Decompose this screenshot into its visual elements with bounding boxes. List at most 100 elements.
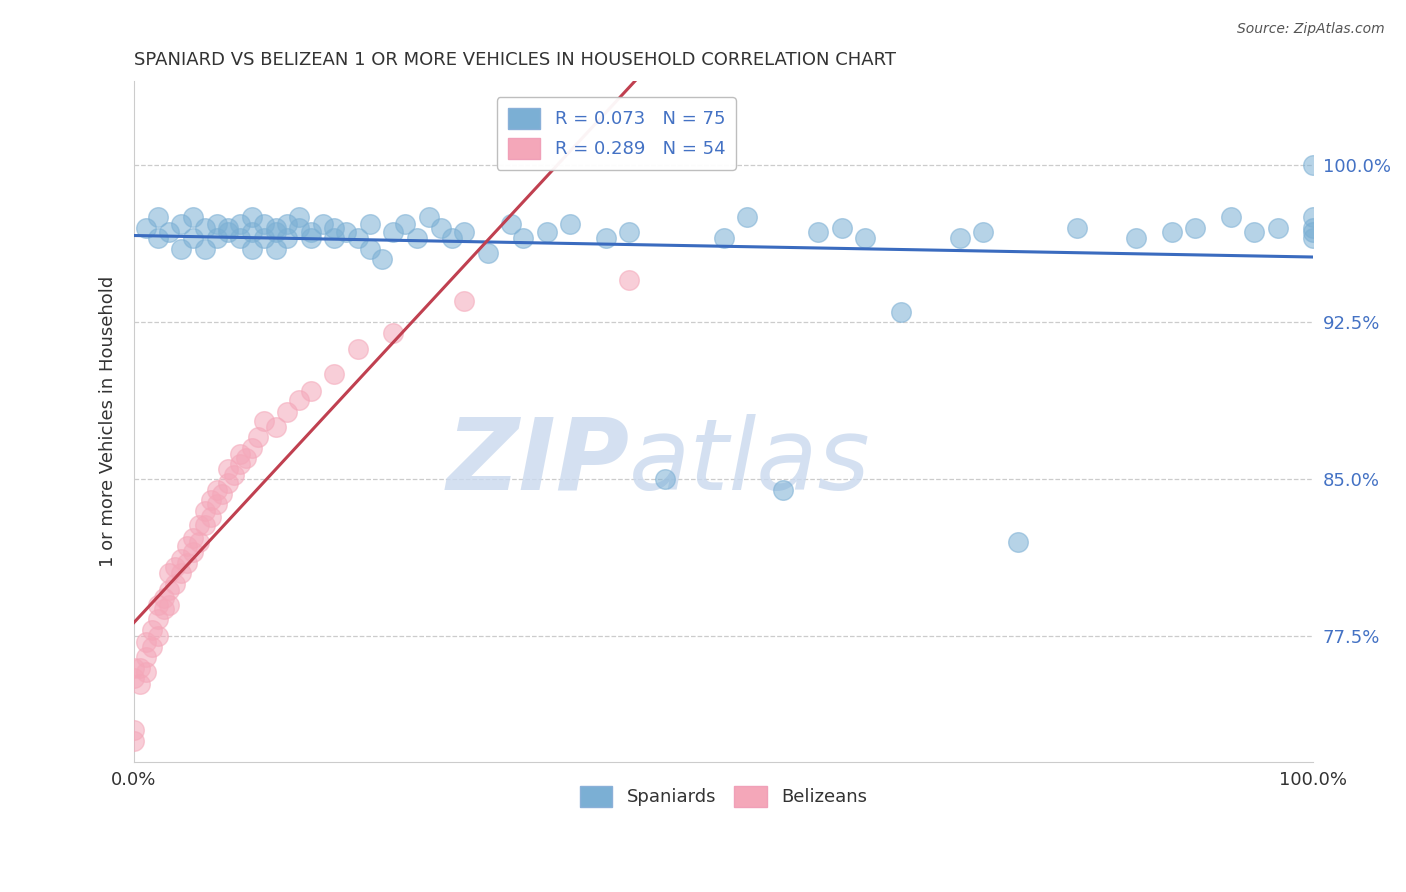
Point bbox=[312, 217, 335, 231]
Point bbox=[1243, 225, 1265, 239]
Point bbox=[1184, 220, 1206, 235]
Point bbox=[619, 225, 641, 239]
Point bbox=[1066, 220, 1088, 235]
Point bbox=[181, 531, 204, 545]
Point bbox=[217, 220, 239, 235]
Point bbox=[205, 231, 228, 245]
Point bbox=[235, 451, 257, 466]
Point bbox=[335, 225, 357, 239]
Point bbox=[122, 660, 145, 674]
Point bbox=[288, 211, 311, 225]
Point bbox=[299, 231, 322, 245]
Point bbox=[240, 242, 263, 256]
Point bbox=[181, 545, 204, 559]
Point bbox=[253, 413, 276, 427]
Point bbox=[595, 231, 617, 245]
Point bbox=[370, 252, 392, 267]
Point bbox=[1007, 535, 1029, 549]
Point bbox=[253, 231, 276, 245]
Y-axis label: 1 or more Vehicles in Household: 1 or more Vehicles in Household bbox=[100, 276, 117, 567]
Point bbox=[194, 242, 217, 256]
Point bbox=[347, 231, 370, 245]
Point bbox=[217, 225, 239, 239]
Point bbox=[264, 225, 287, 239]
Point bbox=[246, 430, 269, 444]
Point bbox=[224, 467, 246, 482]
Point bbox=[146, 629, 169, 643]
Point bbox=[157, 598, 180, 612]
Point bbox=[200, 493, 222, 508]
Point bbox=[1302, 225, 1324, 239]
Point bbox=[217, 476, 239, 491]
Point bbox=[135, 665, 157, 679]
Point bbox=[170, 551, 193, 566]
Point bbox=[453, 294, 475, 309]
Point bbox=[141, 623, 163, 637]
Point bbox=[146, 211, 169, 225]
Point bbox=[200, 509, 222, 524]
Point bbox=[229, 217, 252, 231]
Point bbox=[165, 560, 187, 574]
Point bbox=[1302, 211, 1324, 225]
Text: Source: ZipAtlas.com: Source: ZipAtlas.com bbox=[1237, 22, 1385, 37]
Point bbox=[205, 497, 228, 511]
Point bbox=[477, 246, 499, 260]
Point bbox=[176, 539, 198, 553]
Point bbox=[229, 458, 252, 472]
Point bbox=[135, 650, 157, 665]
Point bbox=[1302, 231, 1324, 245]
Point bbox=[288, 392, 311, 407]
Text: SPANIARD VS BELIZEAN 1 OR MORE VEHICLES IN HOUSEHOLD CORRELATION CHART: SPANIARD VS BELIZEAN 1 OR MORE VEHICLES … bbox=[134, 51, 896, 69]
Point bbox=[276, 231, 298, 245]
Point bbox=[122, 734, 145, 748]
Point bbox=[240, 211, 263, 225]
Point bbox=[211, 487, 233, 501]
Point bbox=[889, 304, 911, 318]
Text: atlas: atlas bbox=[630, 414, 870, 511]
Point bbox=[394, 217, 416, 231]
Point bbox=[382, 326, 405, 340]
Point bbox=[129, 677, 152, 691]
Point bbox=[512, 231, 534, 245]
Point bbox=[187, 535, 209, 549]
Point bbox=[972, 225, 994, 239]
Point bbox=[276, 217, 298, 231]
Point bbox=[170, 217, 193, 231]
Point bbox=[152, 602, 174, 616]
Point bbox=[1302, 220, 1324, 235]
Point bbox=[323, 368, 346, 382]
Point bbox=[406, 231, 429, 245]
Point bbox=[181, 231, 204, 245]
Point bbox=[831, 220, 853, 235]
Point bbox=[1125, 231, 1147, 245]
Legend: Spaniards, Belizeans: Spaniards, Belizeans bbox=[572, 779, 875, 814]
Point bbox=[170, 566, 193, 581]
Point bbox=[253, 217, 276, 231]
Point bbox=[347, 343, 370, 357]
Point bbox=[129, 660, 152, 674]
Point bbox=[735, 211, 758, 225]
Point bbox=[418, 211, 440, 225]
Point bbox=[299, 225, 322, 239]
Point bbox=[146, 231, 169, 245]
Point bbox=[240, 441, 263, 455]
Point bbox=[135, 220, 157, 235]
Point bbox=[205, 483, 228, 497]
Point bbox=[141, 640, 163, 654]
Point bbox=[772, 483, 794, 497]
Point bbox=[441, 231, 464, 245]
Point bbox=[536, 225, 558, 239]
Point bbox=[157, 583, 180, 598]
Point bbox=[359, 242, 381, 256]
Point bbox=[619, 273, 641, 287]
Point bbox=[229, 447, 252, 461]
Point bbox=[194, 503, 217, 517]
Point bbox=[217, 461, 239, 475]
Point bbox=[713, 231, 735, 245]
Point bbox=[288, 220, 311, 235]
Point bbox=[122, 671, 145, 685]
Point bbox=[501, 217, 523, 231]
Point bbox=[181, 211, 204, 225]
Point bbox=[264, 242, 287, 256]
Point bbox=[323, 231, 346, 245]
